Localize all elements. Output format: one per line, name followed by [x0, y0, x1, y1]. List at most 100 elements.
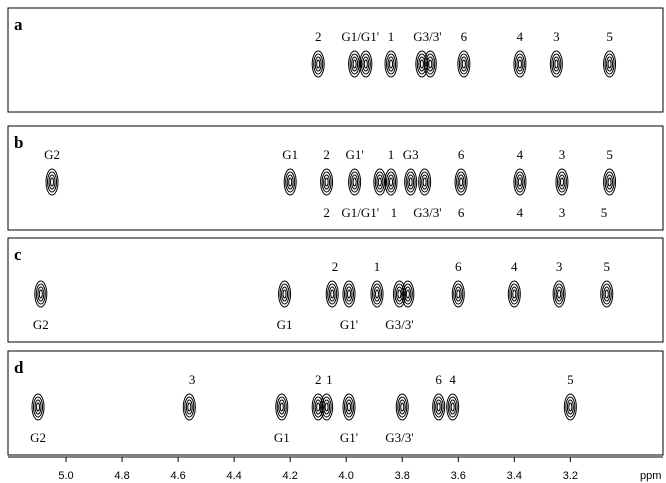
panel-letter: a — [14, 15, 23, 34]
contour — [455, 287, 461, 301]
x-tick-label: 4.6 — [170, 470, 185, 482]
contour — [462, 60, 465, 68]
peak-label: G3/3' — [413, 29, 441, 44]
peak — [424, 51, 436, 77]
contour — [559, 175, 565, 189]
contour — [186, 400, 192, 414]
peak-label: G3/3' — [413, 205, 441, 220]
peak — [312, 51, 324, 77]
peak-label: 5 — [567, 372, 574, 387]
contour — [461, 57, 467, 71]
peak-label: 4 — [517, 29, 524, 44]
contour — [437, 403, 440, 411]
contour — [406, 290, 409, 298]
peak — [32, 394, 44, 420]
contour — [517, 175, 523, 189]
peak — [433, 394, 445, 420]
contour — [556, 287, 562, 301]
contour — [289, 178, 292, 186]
peak-label: 6 — [461, 29, 468, 44]
peak-label: 1 — [326, 372, 333, 387]
peak-label: 4 — [517, 205, 524, 220]
peak-label: 1 — [388, 29, 395, 44]
x-tick-label: 3.2 — [563, 470, 578, 482]
peak — [374, 169, 386, 195]
peak-label: G3 — [403, 147, 419, 162]
peak — [604, 169, 616, 195]
contour — [331, 290, 334, 298]
peak-label: G1 — [282, 147, 298, 162]
peak-label: 2 — [323, 147, 330, 162]
contour — [460, 178, 463, 186]
peak — [349, 51, 361, 77]
peak — [458, 51, 470, 77]
contour — [401, 403, 404, 411]
contour — [377, 175, 383, 189]
contour — [188, 403, 191, 411]
peak-label: 3 — [559, 147, 566, 162]
peak — [284, 169, 296, 195]
peak-label: G1' — [345, 147, 363, 162]
contour — [408, 175, 414, 189]
x-tick-label: 4.2 — [283, 470, 298, 482]
peak — [343, 281, 355, 307]
peak-label: 4 — [517, 147, 524, 162]
x-tick-label: 3.6 — [451, 470, 466, 482]
peak — [556, 169, 568, 195]
peak-label: 5 — [606, 147, 613, 162]
contour — [388, 175, 394, 189]
peak-label: 1 — [374, 259, 381, 274]
peak — [553, 281, 565, 307]
peak — [447, 394, 459, 420]
contour — [348, 403, 351, 411]
peak-label: 6 — [458, 205, 465, 220]
contour — [346, 400, 352, 414]
contour — [51, 178, 54, 186]
peak — [279, 281, 291, 307]
peak — [349, 169, 361, 195]
contour — [429, 60, 432, 68]
contour — [420, 60, 423, 68]
peak — [514, 169, 526, 195]
contour — [38, 287, 44, 301]
contour — [607, 175, 613, 189]
x-tick-label: 5.0 — [58, 470, 73, 482]
panel-letter: b — [14, 133, 23, 152]
peak — [343, 394, 355, 420]
contour — [608, 178, 611, 186]
peak-label: G2 — [30, 430, 46, 445]
peak-label: 5 — [604, 259, 611, 274]
peak — [385, 169, 397, 195]
peak-label: G1/G1' — [341, 205, 379, 220]
x-tick-label: 4.4 — [226, 470, 241, 482]
peak-label: 2 — [332, 259, 339, 274]
contour — [317, 60, 320, 68]
contour — [39, 290, 42, 298]
contour — [317, 403, 320, 411]
contour — [409, 178, 412, 186]
contour — [324, 175, 330, 189]
contour — [49, 175, 55, 189]
contour — [280, 403, 283, 411]
contour — [325, 403, 328, 411]
x-tick-label: 4.0 — [339, 470, 354, 482]
contour — [279, 400, 285, 414]
contour — [450, 400, 456, 414]
peak-label: 2 — [315, 29, 322, 44]
x-tick-label: 3.8 — [395, 470, 410, 482]
contour — [423, 178, 426, 186]
peak-label: 5 — [601, 205, 608, 220]
contour — [346, 287, 352, 301]
peak-label: G1/G1' — [341, 29, 379, 44]
peak — [46, 169, 58, 195]
peak-label: G1' — [340, 430, 358, 445]
contour — [608, 60, 611, 68]
contour — [287, 175, 293, 189]
contour — [376, 290, 379, 298]
contour — [352, 57, 358, 71]
peak-label: G1' — [340, 317, 358, 332]
peak — [321, 394, 333, 420]
peak — [321, 169, 333, 195]
peak — [276, 394, 288, 420]
panel-letter: d — [14, 358, 24, 377]
